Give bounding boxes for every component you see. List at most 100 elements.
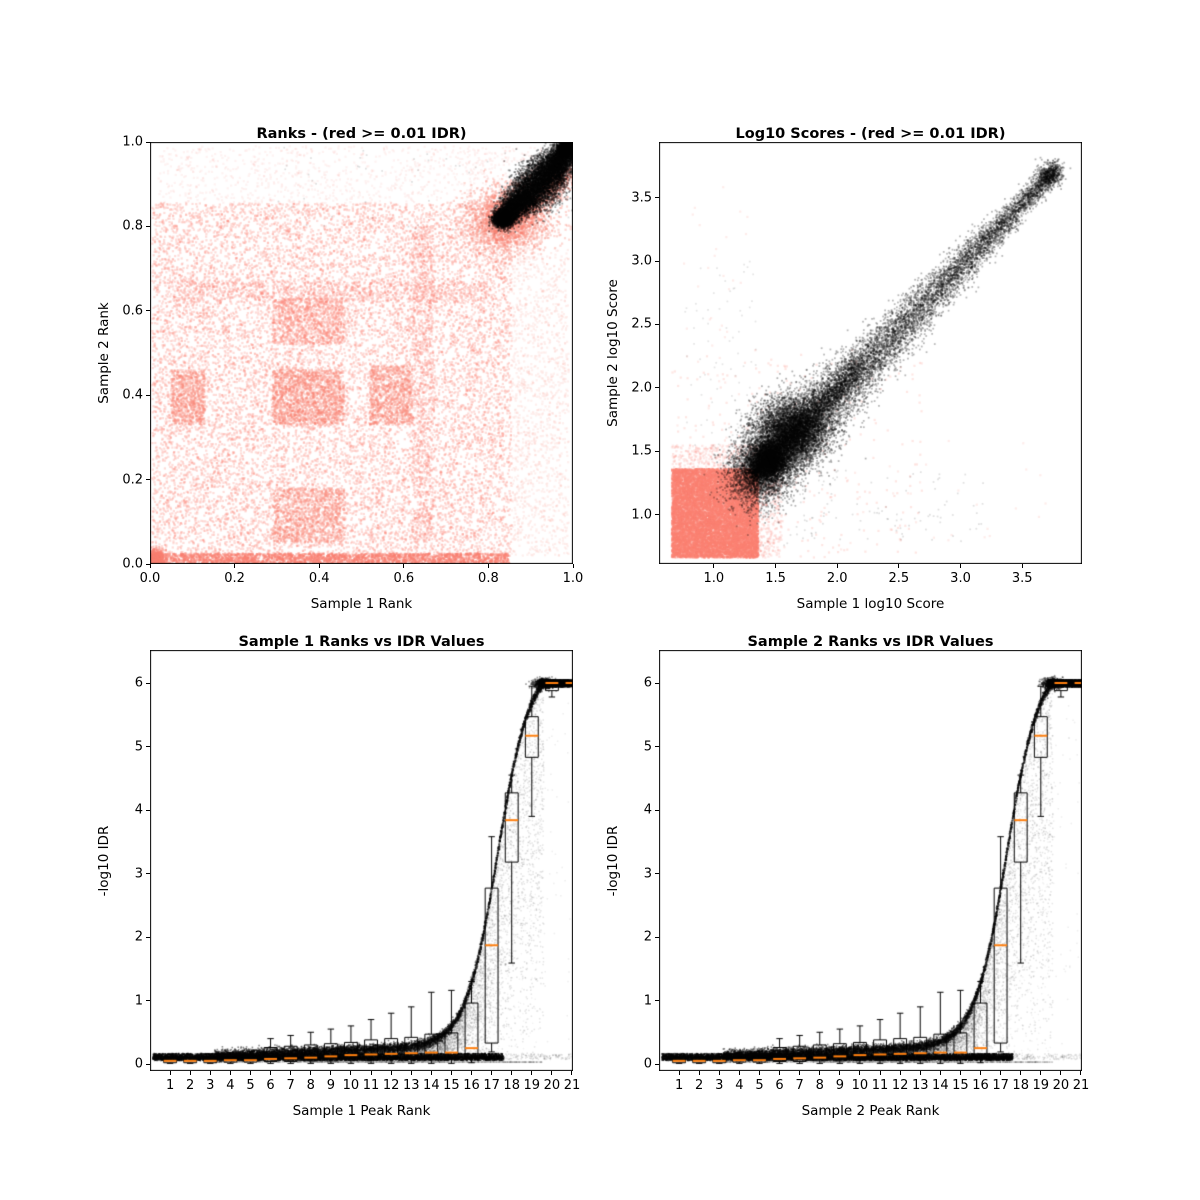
x-tick	[859, 1071, 861, 1075]
x-tick-label: 12	[382, 1078, 400, 1093]
x-tick	[960, 564, 962, 568]
y-tick	[146, 1063, 150, 1065]
x-tick-label: 9	[326, 1078, 335, 1093]
x-tick-label: 11	[362, 1078, 380, 1093]
x-tick	[403, 564, 405, 568]
subplot-ranks-scatter: Ranks - (red >= 0.01 IDR) Sample 2 Rank …	[96, 126, 583, 612]
y-tick-label: 1	[643, 993, 652, 1009]
x-axis-label: Sample 1 log10 Score	[796, 596, 945, 612]
y-tick-label: 3.5	[631, 190, 652, 206]
y-tick	[146, 479, 150, 481]
x-tick-label: 19	[1032, 1078, 1050, 1093]
y-axis-label: Sample 2 log10 Score	[605, 279, 621, 427]
x-tick	[678, 1071, 680, 1075]
x-tick-label: 3.0	[950, 571, 971, 586]
x-axis-label: Sample 1 Peak Rank	[292, 1103, 431, 1119]
x-tick-label: 7	[795, 1078, 804, 1093]
x-tick-label: 18	[503, 1078, 520, 1093]
x-tick-label: 6	[775, 1078, 784, 1093]
x-tick	[209, 1071, 211, 1075]
x-tick	[169, 1071, 171, 1075]
x-tick	[939, 1071, 941, 1075]
y-tick-label: 2	[643, 929, 652, 945]
x-tick-label: 15	[443, 1078, 460, 1093]
x-tick	[959, 1071, 961, 1075]
x-tick-label: 1	[165, 1078, 175, 1093]
x-tick-label: 7	[286, 1078, 295, 1093]
x-tick	[1000, 1071, 1002, 1075]
x-tick-label: 16	[972, 1078, 989, 1093]
x-tick	[1080, 1071, 1082, 1075]
x-tick	[1060, 1071, 1062, 1075]
subplot-title: Ranks - (red >= 0.01 IDR)	[256, 126, 467, 143]
x-tick	[571, 1071, 573, 1075]
y-tick-label: 3	[134, 866, 143, 882]
subplot-log10-scores-scatter: Log10 Scores - (red >= 0.01 IDR) Sample …	[605, 126, 1082, 612]
y-tick-label: 1.0	[122, 134, 143, 150]
x-tick	[1020, 1071, 1022, 1075]
x-tick	[471, 1071, 473, 1075]
x-tick	[698, 1071, 700, 1075]
x-tick-label: 1.0	[562, 571, 584, 586]
y-tick-label: 0.8	[122, 218, 143, 234]
x-tick	[839, 1071, 841, 1075]
x-tick	[330, 1071, 332, 1075]
subplot-title: Sample 2 Ranks vs IDR Values	[747, 634, 994, 651]
x-tick-label: 13	[402, 1078, 420, 1093]
x-tick-label: 13	[911, 1078, 929, 1093]
x-tick	[487, 564, 489, 568]
y-tick	[146, 936, 150, 938]
x-tick	[572, 564, 574, 568]
y-tick	[146, 746, 150, 748]
x-tick-label: 0.6	[393, 571, 415, 586]
x-tick	[980, 1071, 982, 1075]
y-axis-label: -log10 IDR	[605, 825, 621, 896]
x-tick-label: 14	[423, 1078, 440, 1093]
x-tick-label: 2	[186, 1078, 195, 1093]
subplot-title: Log10 Scores - (red >= 0.01 IDR)	[735, 126, 1006, 143]
y-tick-label: 5	[134, 739, 143, 755]
y-tick	[655, 450, 659, 452]
ranks-scatter-canvas	[150, 142, 573, 564]
y-tick	[146, 225, 150, 227]
x-tick	[370, 1071, 372, 1075]
y-tick-label: 6	[643, 675, 652, 691]
x-tick-label: 3.5	[1011, 571, 1033, 586]
y-tick	[655, 1063, 659, 1065]
y-tick	[655, 746, 659, 748]
x-tick-label: 1.0	[703, 571, 725, 586]
x-tick	[234, 564, 236, 568]
x-tick	[318, 564, 320, 568]
x-tick-label: 11	[871, 1078, 889, 1093]
y-tick	[146, 1000, 150, 1002]
x-tick-label: 0.0	[139, 571, 161, 586]
x-tick-label: 14	[932, 1078, 949, 1093]
x-tick-label: 2.0	[826, 571, 848, 586]
x-tick	[270, 1071, 272, 1075]
x-tick-label: 16	[463, 1078, 480, 1093]
subplot-sample2-rank-vs-idr: Sample 2 Ranks vs IDR Values -log10 IDR …	[605, 634, 1089, 1119]
y-tick	[655, 260, 659, 262]
y-tick-label: 0	[643, 1056, 652, 1072]
y-tick-label: 2.0	[631, 380, 652, 396]
subplot-title: Sample 1 Ranks vs IDR Values	[238, 634, 485, 651]
y-tick-label: 0.6	[122, 303, 143, 319]
x-axis-label: Sample 1 Rank	[310, 596, 413, 612]
x-axis-label: Sample 2 Peak Rank	[801, 1103, 940, 1119]
log10-scores-scatter-canvas	[659, 142, 1082, 564]
y-tick	[146, 394, 150, 396]
x-tick	[491, 1071, 493, 1075]
x-tick-label: 4	[735, 1078, 744, 1093]
y-tick-label: 2.5	[631, 316, 652, 332]
y-tick-label: 4	[643, 802, 652, 818]
x-tick	[189, 1071, 191, 1075]
y-tick	[655, 873, 659, 875]
y-tick-label: 3	[643, 866, 652, 882]
x-tick	[819, 1071, 821, 1075]
y-tick	[146, 873, 150, 875]
y-tick	[146, 563, 150, 565]
x-tick	[713, 564, 715, 568]
x-tick-label: 20	[1052, 1078, 1070, 1093]
x-tick	[919, 1071, 921, 1075]
